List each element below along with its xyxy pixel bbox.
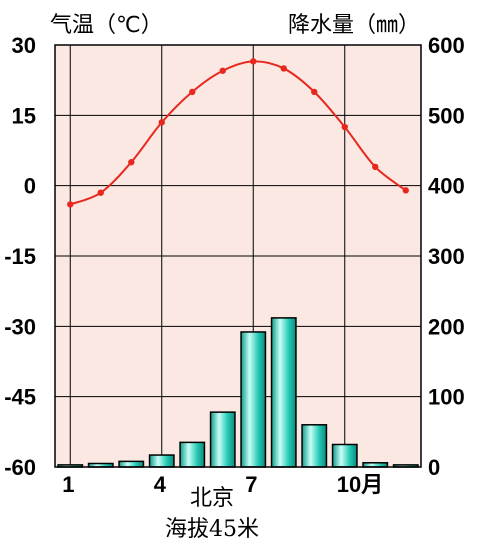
temperature-points xyxy=(67,58,409,208)
precipitation-tick-labels: 600 500 400 300 200 100 0 xyxy=(428,33,465,480)
precipitation-bar xyxy=(240,331,267,468)
temperature-tick-label: 30 xyxy=(12,33,36,58)
month-tick-label: 7 xyxy=(245,472,257,497)
month-tick-label: 1 xyxy=(62,472,74,497)
precipitation-tick-label: 600 xyxy=(428,33,465,58)
temperature-tick-label: -15 xyxy=(4,244,36,269)
temperature-point xyxy=(189,88,196,96)
precipitation-tick-label: 100 xyxy=(428,385,465,410)
temperature-tick-label: 15 xyxy=(12,103,36,128)
temperature-point xyxy=(250,58,257,65)
precipitation-tick-label: 400 xyxy=(428,174,465,199)
temperature-tick-label: 0 xyxy=(24,174,36,199)
temperature-point xyxy=(128,159,135,166)
temperature-point xyxy=(372,163,379,171)
precipitation-tick-label: 500 xyxy=(428,103,465,128)
temperature-point xyxy=(280,65,287,72)
temperature-point xyxy=(341,123,348,131)
temperature-point xyxy=(67,201,74,208)
precipitation-bar xyxy=(331,443,358,468)
precipitation-tick-label: 0 xyxy=(428,455,440,480)
month-tick-label: 10月 xyxy=(337,472,383,497)
temperature-point xyxy=(402,187,409,194)
precipitation-bar xyxy=(148,454,175,468)
precipitation-bar xyxy=(118,460,145,468)
temperature-tick-label: -30 xyxy=(4,314,36,339)
elevation-label: 海拔45米 xyxy=(165,517,259,542)
grid-lines xyxy=(55,45,421,467)
precipitation-tick-label: 200 xyxy=(428,314,465,339)
precipitation-bar xyxy=(179,441,206,468)
temperature-axis-title: 气温（℃） xyxy=(50,13,163,38)
precipitation-axis-title: 降水量（㎜） xyxy=(288,13,420,38)
temperature-tick-label: -60 xyxy=(4,455,36,480)
temperature-point xyxy=(97,189,104,196)
month-tick-label: 4 xyxy=(154,472,167,497)
precipitation-bar xyxy=(270,317,297,468)
station-name: 北京 xyxy=(190,486,234,511)
month-tick-labels: 1 4 7 10月 xyxy=(62,472,383,497)
precipitation-bar xyxy=(301,424,328,468)
temperature-tick-label: -45 xyxy=(4,385,36,410)
temperature-tick-labels: 30 15 0 -15 -30 -45 -60 xyxy=(4,33,36,480)
precipitation-tick-label: 300 xyxy=(428,244,465,269)
temperature-point xyxy=(311,88,318,96)
temperature-point xyxy=(219,67,226,74)
temperature-point xyxy=(158,119,165,126)
plot-border xyxy=(54,44,422,468)
temperature-line xyxy=(69,60,407,206)
precipitation-bar xyxy=(209,411,236,468)
